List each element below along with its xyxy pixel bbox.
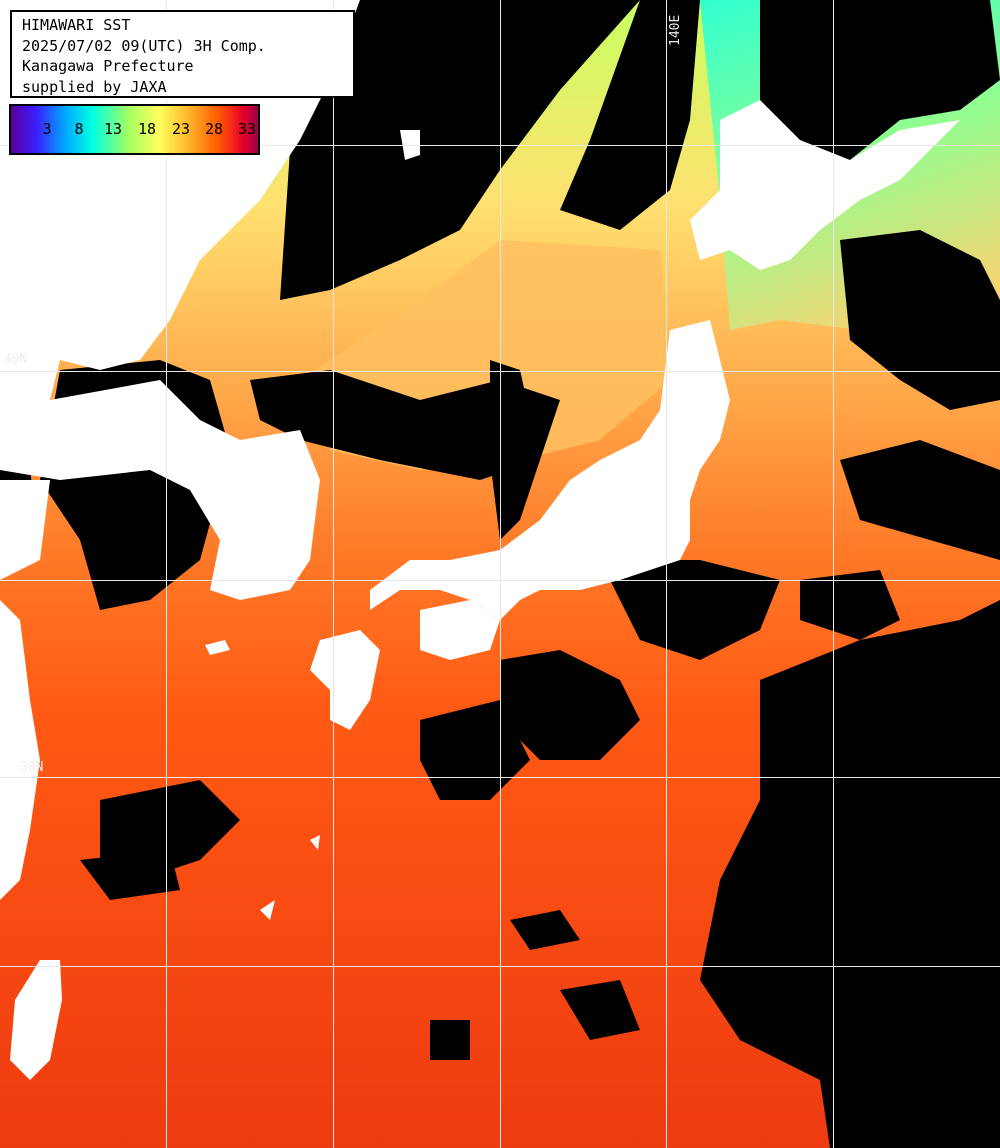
- info-supplier: supplied by JAXA: [22, 77, 167, 96]
- legend-tick: 3: [42, 120, 52, 138]
- legend-tick: 33: [237, 120, 257, 138]
- jeju-island: [205, 640, 230, 655]
- hokkaido: [690, 100, 960, 270]
- honshu: [370, 320, 730, 620]
- lon-label-140e: 140E: [668, 14, 683, 46]
- lat-label-40n: 40N: [4, 352, 28, 367]
- info-title: HIMAWARI SST: [22, 16, 131, 34]
- legend-tick: 18: [137, 120, 157, 138]
- info-box: HIMAWARI SST 2025/07/02 09(UTC) 3H Comp.…: [10, 10, 355, 98]
- shikoku: [420, 600, 500, 660]
- info-datetime: 2025/07/02 09(UTC) 3H Comp.: [22, 36, 266, 55]
- okinawa-island: [310, 835, 320, 850]
- china-east-coast: [0, 600, 40, 900]
- china-coast: [0, 480, 50, 580]
- legend-tick: 13: [103, 120, 123, 138]
- legend-tick: 28: [204, 120, 224, 138]
- lat-label-30n: 30N: [20, 760, 44, 775]
- kyushu: [310, 630, 380, 730]
- color-scale-legend: 3 8 13 18 23 28 33: [9, 104, 260, 155]
- izu-islands: [260, 900, 275, 920]
- legend-tick: 8: [74, 120, 84, 138]
- info-organization: Kanagawa Prefecture: [22, 57, 194, 75]
- taiwan: [10, 960, 62, 1080]
- sado-island: [580, 475, 600, 495]
- legend-tick: 23: [171, 120, 191, 138]
